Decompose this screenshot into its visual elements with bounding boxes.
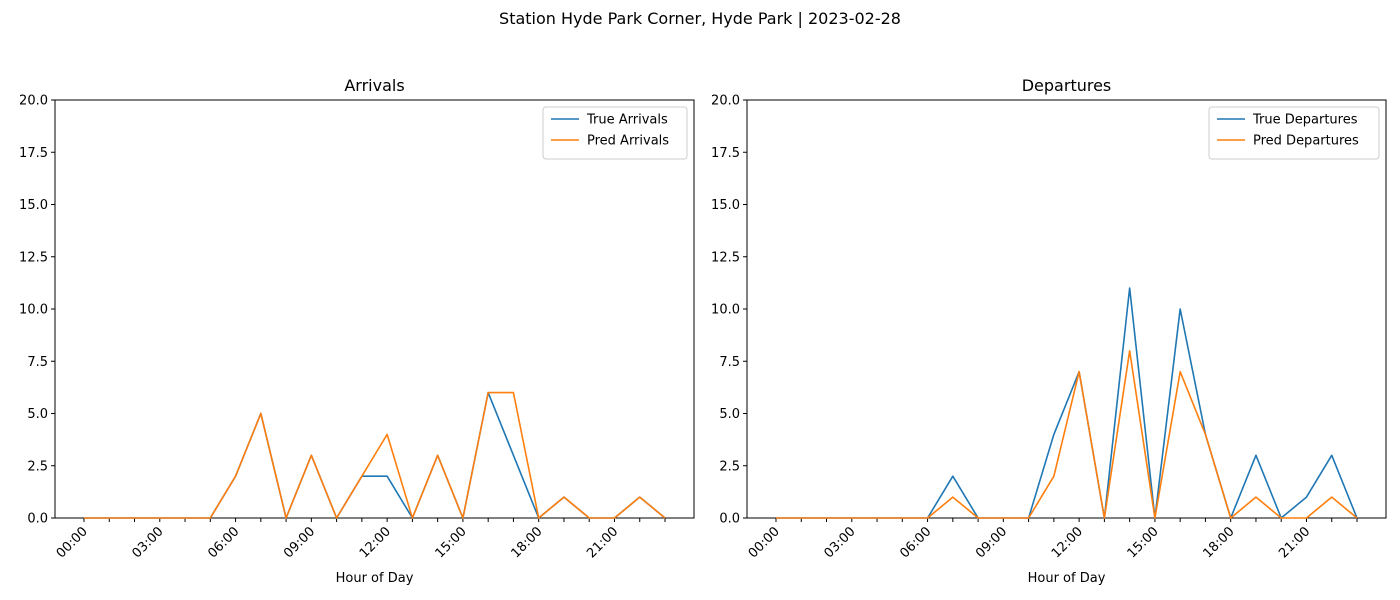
y-tick-label: 10.0 — [19, 303, 48, 318]
y-tick-label: 20.0 — [711, 94, 740, 109]
x-tick-label: 03:00 — [130, 524, 167, 561]
y-tick-label: 17.5 — [19, 146, 48, 161]
x-tick-label: 00:00 — [54, 524, 91, 561]
chart-title: Arrivals — [344, 76, 404, 95]
y-tick-label: 10.0 — [711, 303, 740, 318]
series-line-1 — [776, 287, 1358, 519]
y-tick-label: 0.0 — [27, 512, 48, 527]
x-tick-label: 03:00 — [822, 524, 859, 561]
legend-label-2: Pred Arrivals — [587, 134, 669, 149]
x-tick-label: 21:00 — [1276, 524, 1313, 561]
x-axis-label: Hour of Day — [336, 571, 414, 586]
chart-title: Departures — [1022, 76, 1112, 95]
legend-box — [542, 106, 688, 160]
legend-label-1: True Arrivals — [586, 113, 668, 128]
x-tick-label: 06:00 — [897, 524, 934, 561]
y-tick-label: 7.5 — [27, 355, 48, 370]
chart-panel-1: Arrivals 0.0 2.5 5.0 7.5 10.0 12.5 15.0 17.5 20.0… — [19, 76, 695, 586]
y-tick-label: 15.0 — [711, 198, 740, 213]
series-line-2 — [776, 349, 1358, 519]
x-tick-label: 15:00 — [1125, 524, 1162, 561]
legend-label-1: True Departures — [1252, 113, 1358, 128]
x-tick-label: 21:00 — [584, 524, 621, 561]
y-tick-label: 7.5 — [719, 355, 740, 370]
figure-suptitle: Station Hyde Park Corner, Hyde Park | 20… — [499, 9, 901, 28]
x-tick-label: 09:00 — [281, 524, 318, 561]
x-tick-label: 18:00 — [508, 524, 545, 561]
x-tick-label: 12:00 — [1049, 524, 1086, 561]
x-tick-label: 06:00 — [205, 524, 242, 561]
x-tick-label: 12:00 — [357, 524, 394, 561]
x-axis-label: Hour of Day — [1028, 571, 1106, 586]
y-tick-label: 0.0 — [719, 512, 740, 527]
axes-frame — [746, 99, 1387, 519]
legend-label-2: Pred Departures — [1253, 134, 1359, 149]
y-tick-label: 2.5 — [719, 459, 740, 474]
y-tick-label: 2.5 — [27, 459, 48, 474]
y-tick-label: 17.5 — [711, 146, 740, 161]
x-tick-label: 00:00 — [746, 524, 783, 561]
series-line-2 — [84, 391, 666, 519]
chart-panel-2: Departures 0.0 2.5 5.0 7.5 10.0 12.5 15.0 17.5 20… — [711, 76, 1387, 586]
x-tick-label: 15:00 — [433, 524, 470, 561]
legend-box — [1208, 106, 1380, 160]
x-tick-label: 18:00 — [1200, 524, 1237, 561]
y-tick-label: 20.0 — [19, 94, 48, 109]
y-tick-label: 12.5 — [711, 250, 740, 265]
y-tick-label: 12.5 — [19, 250, 48, 265]
y-tick-label: 5.0 — [719, 407, 740, 422]
y-tick-label: 5.0 — [27, 407, 48, 422]
x-tick-label: 09:00 — [973, 524, 1010, 561]
y-tick-label: 15.0 — [19, 198, 48, 213]
